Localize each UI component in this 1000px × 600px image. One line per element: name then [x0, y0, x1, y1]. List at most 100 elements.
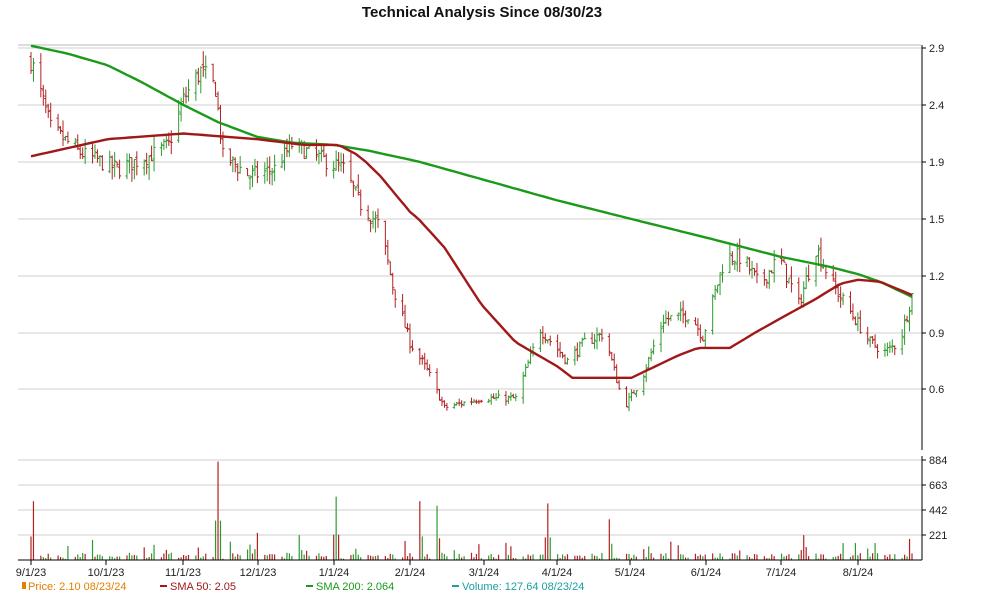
price-candle — [376, 208, 380, 228]
price-candle — [607, 333, 611, 357]
price-candle — [575, 342, 579, 362]
price-candle — [789, 266, 794, 293]
price-candle — [400, 293, 405, 317]
price-candle — [903, 314, 907, 345]
price-candle — [506, 395, 511, 404]
x-tick-label: 12/1/23 — [240, 567, 277, 579]
price-y-tick-label: 2.9 — [929, 43, 944, 55]
price-candle — [142, 159, 146, 176]
price-candle — [263, 162, 267, 184]
volume-gridlines — [18, 459, 922, 536]
price-candle — [885, 342, 889, 357]
price-candle — [115, 161, 119, 168]
price-candle — [287, 134, 291, 157]
price-candle — [543, 333, 547, 344]
price-candle — [580, 337, 584, 347]
x-tick-label: 1/1/24 — [319, 567, 350, 579]
price-candle — [152, 136, 156, 172]
price-candle — [642, 374, 646, 396]
price-candle — [61, 120, 65, 147]
price-candle — [526, 359, 530, 368]
volume-y-tick-label: 663 — [929, 480, 947, 492]
price-candle — [711, 294, 715, 335]
price-candle — [125, 153, 129, 180]
price-candle — [354, 186, 358, 192]
price-candle — [866, 326, 870, 345]
price-candle — [324, 153, 328, 177]
price-candle — [627, 392, 631, 412]
price-candle — [44, 89, 48, 114]
price-candle — [531, 343, 535, 357]
price-candle — [435, 368, 439, 394]
price-candle — [819, 237, 823, 272]
price-candle — [504, 391, 508, 406]
price-candle — [423, 352, 427, 370]
price-candle — [273, 154, 277, 182]
price-candle — [445, 403, 449, 411]
price-candle — [255, 160, 260, 184]
price-candle — [617, 379, 621, 390]
sma50-line — [30, 132, 913, 379]
price-gridlines — [18, 47, 922, 390]
price-candle — [875, 344, 880, 359]
x-tick-label: 11/1/23 — [165, 567, 201, 579]
volume-panel: 884 663 442 221 — [18, 455, 947, 561]
price-candle — [135, 151, 139, 176]
price-candle — [127, 153, 132, 174]
price-candle — [720, 264, 725, 283]
legend-label: SMA 200: 2.064 — [316, 581, 394, 593]
price-candle — [113, 151, 117, 178]
price-candle — [632, 389, 636, 394]
sma200-line — [30, 44, 913, 298]
price-candle — [405, 323, 410, 333]
x-tick-label: 5/1/24 — [615, 567, 646, 579]
price-candle — [373, 211, 378, 233]
price-candle — [428, 364, 432, 377]
price-panel: 2.9 2.4 1.9 1.5 1.2 0.9 0.6 — [18, 43, 944, 450]
price-candle — [693, 317, 698, 326]
price-candle — [595, 327, 599, 350]
price-candle — [509, 392, 513, 401]
volume-y-tick-label: 221 — [929, 530, 947, 542]
price-candle — [661, 314, 666, 333]
price-candle — [196, 67, 200, 85]
volume-bars — [30, 461, 913, 560]
price-candle — [238, 156, 242, 174]
price-candle — [548, 335, 552, 346]
price-candle — [715, 284, 720, 294]
price-candle — [489, 393, 493, 405]
price-candle — [848, 291, 853, 314]
price-candle — [245, 167, 250, 177]
price-candle — [703, 329, 707, 349]
price-candle — [393, 289, 397, 308]
x-axis-ticks: 9/1/23 10/1/23 11/1/23 12/1/23 1/1/24 2/1/24 3… — [16, 560, 873, 579]
price-candle — [145, 152, 149, 175]
price-candle — [851, 303, 855, 321]
price-candle — [496, 389, 501, 399]
price-candle — [839, 286, 843, 308]
price-candle — [814, 255, 818, 287]
price-candle — [644, 364, 648, 383]
price-candle — [797, 277, 801, 305]
price-candle — [856, 312, 860, 332]
price-candle — [437, 388, 442, 401]
price-candle — [853, 316, 857, 326]
price-candle — [804, 267, 808, 290]
price-candle — [388, 261, 392, 276]
price-candle — [634, 390, 638, 398]
price-candle — [442, 400, 447, 408]
price-candle — [366, 205, 370, 222]
price-candle — [524, 363, 528, 377]
price-candle — [66, 131, 70, 144]
price-y-tick-label: 1.5 — [929, 214, 944, 226]
price-candle — [216, 91, 220, 111]
price-candle — [521, 371, 525, 404]
x-tick-label: 2/1/24 — [395, 567, 426, 579]
x-tick-label: 6/1/24 — [691, 567, 722, 579]
price-candle — [460, 400, 464, 408]
price-candle — [457, 398, 461, 406]
price-candle — [231, 156, 235, 173]
price-candle — [110, 155, 114, 180]
price-candle — [664, 310, 668, 325]
price-candle — [578, 341, 582, 358]
